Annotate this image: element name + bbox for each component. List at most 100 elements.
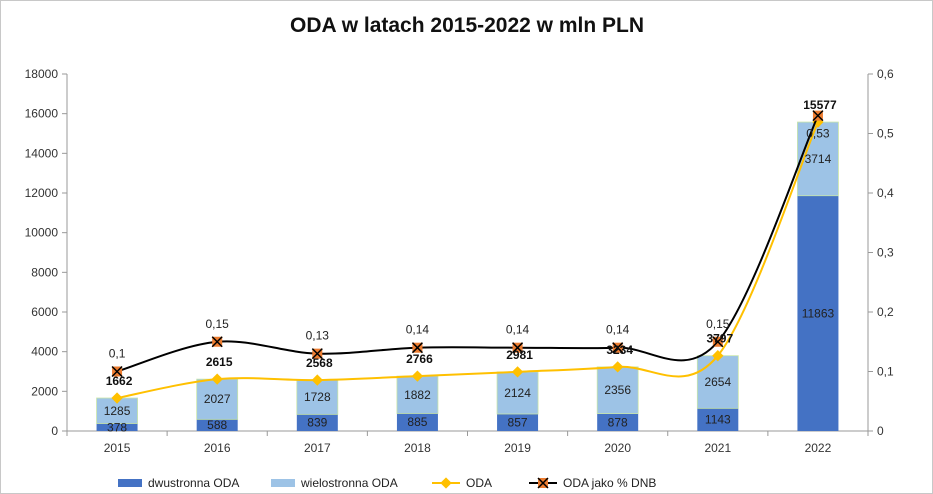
pct-value-label: 0,15 [206, 317, 230, 331]
pct-value-label: 0,14 [606, 323, 630, 337]
x-tick-label: 2015 [104, 441, 131, 455]
bar-wielostronna [396, 375, 439, 414]
bar-wielostronna-label: 1882 [404, 388, 431, 402]
bar-wielostronna-label: 2356 [604, 383, 631, 397]
legend-item: dwustronna ODA [118, 476, 239, 490]
bar-dwustronna-label: 878 [608, 415, 628, 429]
bar-dwustronna [697, 408, 739, 431]
y-right-tick-label: 0 [877, 424, 884, 438]
oda-total-label: 2615 [206, 355, 233, 369]
bar-wielostronna [596, 366, 639, 414]
legend-cross [537, 477, 549, 489]
y-right-tick-label: 0,4 [877, 186, 894, 200]
bar-wielostronna-label: 1285 [104, 404, 131, 418]
x-tick-label: 2016 [204, 441, 231, 455]
y-right-tick-label: 0,3 [877, 246, 894, 260]
pct-point [111, 365, 123, 378]
bar-wielostronna [296, 379, 339, 415]
legend-swatch [118, 479, 142, 487]
legend-label: wielostronna ODA [300, 476, 398, 490]
pct-point-cross [211, 336, 223, 348]
pct-value-label: 0,13 [306, 329, 330, 343]
bar-wielostronna-label: 1728 [304, 390, 331, 404]
bar-dwustronna [597, 413, 639, 431]
oda-total-label: 3797 [706, 332, 733, 346]
oda-line [116, 121, 819, 400]
x-tick-label: 2019 [504, 441, 531, 455]
legend-item: ODA [432, 476, 492, 490]
bar-dwustronna-label: 588 [207, 418, 227, 432]
bar-dwustronna-label: 839 [307, 416, 327, 430]
chart-title: ODA w latach 2015-2022 w mln PLN [290, 14, 644, 37]
bar-dwustronna-label: 11863 [802, 306, 835, 320]
y-left-tick-label: 8000 [31, 265, 58, 279]
y-left-tick-label: 14000 [25, 146, 59, 160]
pct-point [311, 348, 323, 360]
y-left-tick-label: 2000 [31, 384, 58, 398]
y-right-tick-label: 0,2 [877, 305, 894, 319]
pct-point-cross [612, 342, 624, 354]
pct-line [116, 115, 819, 373]
bar-dwustronna-label: 885 [407, 415, 427, 429]
y-left-tick-label: 0 [51, 424, 58, 438]
legend-label: dwustronna ODA [148, 476, 239, 490]
y-left-tick-label: 10000 [25, 226, 59, 240]
oda-total-label: 15577 [803, 98, 837, 112]
y-left-tick-label: 6000 [31, 305, 58, 319]
bars-group [96, 121, 839, 431]
bar-dwustronna [797, 195, 839, 431]
pct-point [411, 342, 423, 354]
x-tick-label: 2021 [704, 441, 731, 455]
x-tick-label: 2017 [304, 441, 331, 455]
oda-total-label: 2766 [406, 352, 433, 366]
pct-value-label: 0,14 [506, 323, 530, 337]
y-left-tick-label: 16000 [25, 107, 59, 121]
bar-dwustronna [396, 413, 438, 431]
oda-total-label: 1662 [106, 374, 133, 388]
bar-wielostronna [696, 355, 739, 409]
lines-group [111, 110, 824, 404]
legend-label: ODA [466, 476, 492, 490]
bar-wielostronna [496, 371, 539, 415]
bar-wielostronna-label: 2654 [704, 375, 731, 389]
bar-dwustronna-label: 378 [107, 420, 127, 434]
pct-point [812, 110, 824, 122]
bar-dwustronna [497, 414, 539, 431]
pct-point-cross [111, 365, 123, 378]
x-tick-label: 2018 [404, 441, 431, 455]
bar-dwustronna [196, 419, 238, 431]
pct-point-cross [311, 348, 323, 360]
bar-wielostronna-label: 3714 [805, 152, 832, 166]
pct-point-cross [512, 342, 524, 354]
legend-marker [440, 477, 452, 489]
oda-total-label: 2981 [506, 348, 533, 362]
oda-point [712, 350, 724, 362]
x-tick-label: 2020 [604, 441, 631, 455]
bar-dwustronna [96, 423, 138, 431]
y-left-tick-label: 18000 [25, 67, 59, 81]
y-left-tick-label: 12000 [25, 186, 59, 200]
axes-group: 0 2000 4000 6000 8000 10000 12000 14000 16000 180… [25, 67, 894, 455]
legend-label: ODA jako % DNB [563, 476, 656, 490]
oda-point [211, 373, 223, 385]
bar-wielostronna-label: 2027 [204, 392, 231, 406]
legend: dwustronna ODA wielostronna ODA ODA ODA jak… [118, 476, 656, 490]
bar-wielostronna-label: 2124 [504, 386, 531, 400]
bar-dwustronna [296, 414, 338, 431]
pct-value-label: 0,15 [706, 317, 730, 331]
oda-point [411, 370, 424, 382]
oda-total-label: 2568 [306, 356, 333, 370]
x-tick-label: 2022 [805, 441, 832, 455]
pct-value-label: 0,1 [109, 347, 126, 361]
legend-item: ODA jako % DNB [529, 476, 656, 490]
pct-value-label: 0,14 [406, 323, 430, 337]
oda-total-label: 3234 [606, 343, 633, 357]
oda-point [612, 361, 624, 373]
y-right-tick-label: 0,1 [877, 365, 894, 379]
pct-point-cross [411, 342, 423, 354]
pct-value-label: 0,53 [806, 127, 830, 141]
pct-point-cross [712, 336, 724, 348]
oda-point [311, 374, 323, 386]
oda-point [511, 366, 524, 378]
